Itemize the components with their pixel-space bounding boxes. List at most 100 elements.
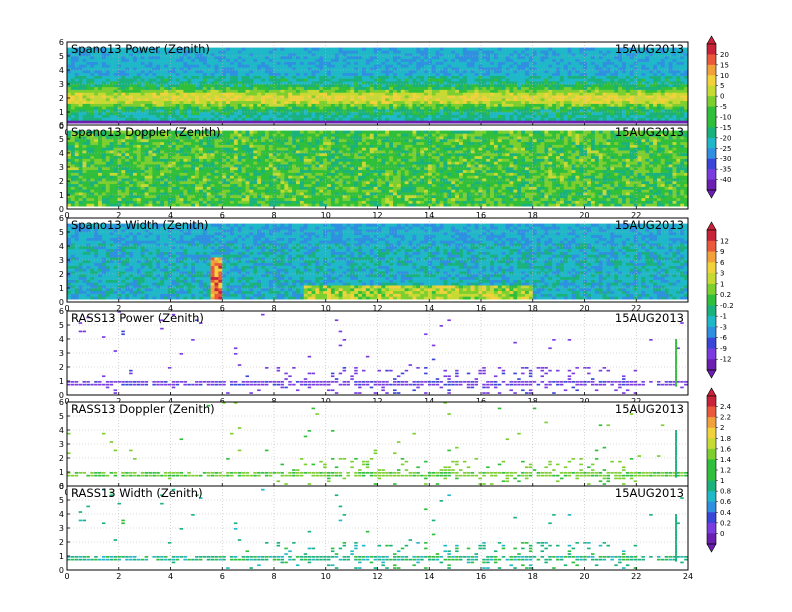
heatmap-cell xyxy=(412,92,417,96)
heatmap-cell xyxy=(563,89,568,93)
heatmap-cell xyxy=(548,47,553,51)
heatmap-cell xyxy=(396,78,402,82)
heatmap-cell xyxy=(129,147,134,151)
heatmap-cell xyxy=(412,50,417,54)
heatmap-cell xyxy=(524,106,530,110)
heatmap-cell xyxy=(590,109,596,113)
heatmap-cell xyxy=(501,53,506,57)
heatmap-cell xyxy=(86,72,91,76)
heatmap-cell xyxy=(369,117,374,121)
heatmap-cell xyxy=(90,155,95,159)
heatmap-cell xyxy=(183,106,188,110)
heatmap-cell xyxy=(501,106,506,110)
heatmap-cell xyxy=(319,117,324,121)
heatmap-cell xyxy=(462,120,468,124)
heatmap-cell xyxy=(540,89,545,93)
heatmap-cell xyxy=(276,89,281,93)
heatmap-cell xyxy=(478,56,483,60)
heatmap-cell xyxy=(132,92,138,96)
heatmap-cell xyxy=(556,78,561,82)
heatmap-cell xyxy=(602,98,607,102)
heatmap-cell xyxy=(377,47,382,51)
heatmap-cell xyxy=(257,106,262,110)
heatmap-cell xyxy=(117,120,122,124)
heatmap-cell xyxy=(633,58,638,62)
heatmap-cell xyxy=(373,72,378,76)
heatmap-cell xyxy=(70,112,76,116)
heatmap-cell xyxy=(295,89,301,93)
heatmap-cell xyxy=(90,147,95,151)
heatmap-cell xyxy=(443,86,448,90)
heatmap-cell xyxy=(323,53,328,57)
heatmap-cell xyxy=(455,112,460,116)
heatmap-cell xyxy=(346,61,351,65)
heatmap-cell xyxy=(369,50,374,54)
heatmap-cell xyxy=(622,53,627,57)
heatmap-cell xyxy=(427,92,433,96)
heatmap-cell xyxy=(67,103,72,107)
heatmap-cell xyxy=(416,50,421,54)
heatmap-cell xyxy=(594,67,600,71)
heatmap-cell xyxy=(470,64,475,68)
heatmap-cell xyxy=(524,78,530,82)
heatmap-cell xyxy=(435,67,440,71)
heatmap-cell xyxy=(447,84,452,88)
heatmap-cell xyxy=(140,100,145,104)
heatmap-cell xyxy=(67,141,72,145)
heatmap-cell xyxy=(668,81,673,85)
heatmap-cell xyxy=(447,72,452,76)
heatmap-cell xyxy=(132,172,138,176)
heatmap-cell xyxy=(583,81,588,85)
heatmap-cell xyxy=(606,67,611,71)
heatmap-cell xyxy=(490,72,495,76)
heatmap-cell xyxy=(350,56,355,60)
heatmap-cell xyxy=(490,120,495,124)
heatmap-cell xyxy=(152,197,157,201)
heatmap-cell xyxy=(540,117,545,121)
heatmap-cell xyxy=(389,106,394,110)
heatmap-cell xyxy=(167,114,173,118)
heatmap-cell xyxy=(590,89,596,93)
heatmap-cell xyxy=(292,72,297,76)
heatmap-cell xyxy=(439,64,444,68)
heatmap-cell xyxy=(416,106,421,110)
heatmap-cell xyxy=(618,92,623,96)
heatmap-cell xyxy=(571,89,576,93)
heatmap-cell xyxy=(637,98,642,102)
heatmap-cell xyxy=(548,75,553,79)
heatmap-cell xyxy=(427,103,433,107)
heatmap-cell xyxy=(257,64,262,68)
heatmap-cell xyxy=(245,70,250,74)
heatmap-cell xyxy=(559,56,565,60)
heatmap-cell xyxy=(179,89,184,93)
heatmap-cell xyxy=(567,106,572,110)
heatmap-cell xyxy=(633,112,638,116)
heatmap-cell xyxy=(474,89,479,93)
heatmap-cell xyxy=(571,86,576,90)
heatmap-cell xyxy=(148,89,153,93)
heatmap-cell xyxy=(268,114,274,118)
heatmap-cell xyxy=(513,95,518,99)
heatmap-cell xyxy=(249,72,254,76)
heatmap-cell xyxy=(532,120,537,124)
heatmap-cell xyxy=(295,114,301,118)
heatmap-cell xyxy=(261,75,266,79)
heatmap-cell xyxy=(540,92,545,96)
heatmap-cell xyxy=(191,70,196,74)
heatmap-cell xyxy=(552,84,557,88)
heatmap-cell xyxy=(385,78,390,82)
heatmap-cell xyxy=(98,183,103,187)
heatmap-cell xyxy=(385,120,390,124)
heatmap-cell xyxy=(358,81,363,85)
heatmap-cell xyxy=(563,81,568,85)
heatmap-cell xyxy=(94,92,99,96)
heatmap-cell xyxy=(241,103,246,107)
heatmap-cell xyxy=(680,86,685,90)
heatmap-cell xyxy=(94,50,99,54)
heatmap-cell xyxy=(645,78,650,82)
heatmap-cell xyxy=(424,89,429,93)
heatmap-cell xyxy=(338,117,343,121)
heatmap-cell xyxy=(101,89,107,93)
heatmap-cell xyxy=(136,130,142,134)
heatmap-cell xyxy=(249,58,254,62)
